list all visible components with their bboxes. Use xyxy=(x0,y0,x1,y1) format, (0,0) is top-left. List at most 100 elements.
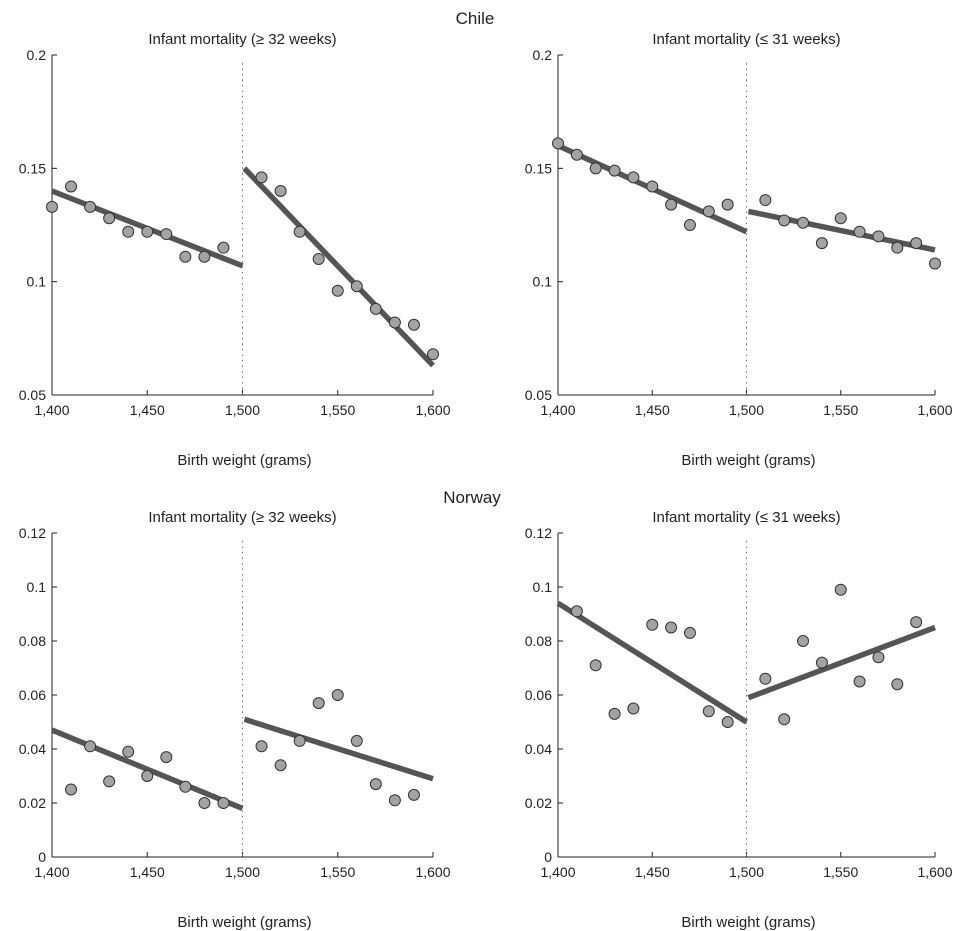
fit-line-above-cutoff xyxy=(243,716,434,782)
data-point xyxy=(853,675,866,688)
data-point xyxy=(608,707,621,720)
data-point xyxy=(891,241,904,254)
data-point xyxy=(160,228,173,241)
x-tick-label: 1,450 xyxy=(130,402,165,418)
data-point xyxy=(646,618,659,631)
data-point xyxy=(427,348,439,361)
y-tick-label: 0.08 xyxy=(525,633,552,649)
data-point xyxy=(797,216,810,229)
data-point xyxy=(834,583,847,596)
data-point xyxy=(407,788,420,801)
data-point xyxy=(65,180,78,193)
x-tick-label: 1,550 xyxy=(823,402,858,418)
data-point xyxy=(255,171,268,184)
data-point xyxy=(388,316,401,329)
data-point xyxy=(65,783,78,796)
x-axis-label: Birth weight (grams) xyxy=(177,914,311,931)
data-point xyxy=(570,148,583,161)
data-point xyxy=(721,716,734,728)
group-title-chile: Chile xyxy=(456,9,495,28)
data-point xyxy=(141,225,154,238)
data-point xyxy=(122,225,135,238)
y-tick-label: 0.04 xyxy=(525,741,552,757)
y-tick-label: 0.08 xyxy=(19,633,46,649)
data-point xyxy=(778,713,791,726)
y-tick-label: 0.06 xyxy=(19,687,46,703)
data-point xyxy=(103,775,116,788)
data-point xyxy=(627,702,640,715)
data-point xyxy=(198,250,211,263)
data-point xyxy=(274,759,287,772)
data-point xyxy=(312,253,325,265)
data-point xyxy=(388,794,401,807)
data-point xyxy=(350,734,363,747)
x-tick-label: 1,400 xyxy=(540,864,575,880)
x-tick-label: 1,450 xyxy=(635,864,670,880)
data-point xyxy=(815,656,828,669)
data-point xyxy=(891,678,904,691)
y-tick-label: 0.1 xyxy=(533,274,553,290)
x-tick-label: 1,400 xyxy=(34,402,69,418)
group-title-norway: Norway xyxy=(443,488,501,507)
data-point xyxy=(141,770,154,782)
x-tick-label: 1,500 xyxy=(225,402,260,418)
panel-title-norway-31-weeks: Infant mortality (≤ 31 weeks) xyxy=(652,509,840,526)
x-tick-label: 1,600 xyxy=(415,402,450,418)
data-point xyxy=(797,635,810,647)
data-point xyxy=(84,200,97,213)
data-point xyxy=(369,302,382,315)
y-tick-label: 0.2 xyxy=(27,47,47,63)
x-tick-label: 1,500 xyxy=(729,402,764,418)
fit-line-above-cutoff xyxy=(242,166,435,368)
x-tick-label: 1,600 xyxy=(917,402,952,418)
data-point xyxy=(217,797,230,809)
data-point xyxy=(910,616,923,629)
data-point xyxy=(122,745,135,758)
x-tick-label: 1,450 xyxy=(130,864,165,880)
x-tick-label: 1,500 xyxy=(225,864,260,880)
data-point xyxy=(570,605,583,618)
data-point xyxy=(589,162,602,175)
data-point xyxy=(759,194,772,207)
data-point xyxy=(665,198,678,211)
fit-line-below-cutoff xyxy=(556,600,748,725)
data-point xyxy=(293,734,306,747)
data-point xyxy=(815,237,828,250)
y-tick-label: 0.02 xyxy=(19,795,46,811)
data-point xyxy=(293,225,306,238)
panel-title-chile-31-weeks: Infant mortality (≤ 31 weeks) xyxy=(652,31,840,48)
chart-panel-norway-31-weeks: Infant mortality (≤ 31 weeks) 0 0.02 0.04 0.… xyxy=(525,509,953,931)
panel-title-chile-32-weeks: Infant mortality (≥ 32 weeks) xyxy=(148,31,336,48)
x-tick-label: 1,550 xyxy=(320,864,355,880)
data-point xyxy=(853,225,866,238)
y-tick-label: 0 xyxy=(544,849,552,865)
data-point xyxy=(274,185,287,197)
y-tick-label: 0.05 xyxy=(525,387,552,403)
data-point xyxy=(834,212,847,225)
data-point xyxy=(683,626,696,639)
data-point xyxy=(929,257,941,270)
x-tick-label: 1,600 xyxy=(917,864,952,880)
data-point xyxy=(179,780,192,793)
data-point xyxy=(331,284,344,297)
chart-panel-norway-32-weeks: Infant mortality (≥ 32 weeks) 0 0.02 0.04 0.… xyxy=(19,509,451,931)
fit-line-below-cutoff xyxy=(50,727,244,811)
x-tick-label: 1,400 xyxy=(34,864,69,880)
panel-title-norway-32-weeks: Infant mortality (≥ 32 weeks) xyxy=(148,509,336,526)
chart-panel-chile-31-weeks: Infant mortality (≤ 31 weeks) 0.05 0.1 0.15… xyxy=(525,31,953,469)
fit-line-above-cutoff xyxy=(747,624,936,701)
y-tick-label: 0.15 xyxy=(525,160,552,176)
x-tick-label: 1,550 xyxy=(823,864,858,880)
y-tick-label: 0.1 xyxy=(533,579,553,595)
data-point xyxy=(407,318,420,331)
data-point xyxy=(721,198,734,211)
data-point xyxy=(910,237,923,250)
y-tick-label: 0.1 xyxy=(27,579,47,595)
data-point xyxy=(627,171,640,184)
y-tick-label: 0.05 xyxy=(19,387,46,403)
data-point xyxy=(217,241,230,254)
data-point xyxy=(646,180,659,193)
data-point xyxy=(702,705,715,718)
x-axis-label: Birth weight (grams) xyxy=(177,452,311,469)
